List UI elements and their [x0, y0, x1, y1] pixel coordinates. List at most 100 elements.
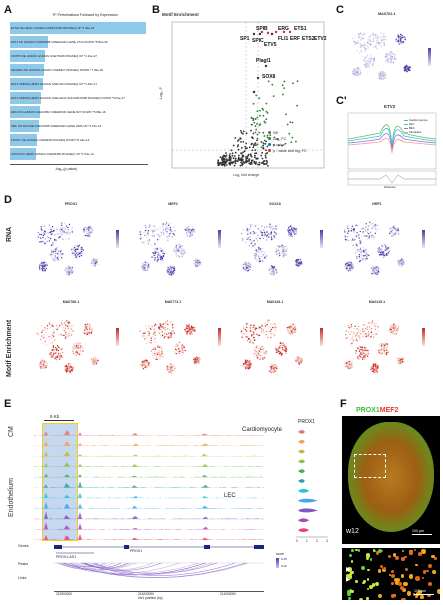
umap-point	[166, 324, 169, 326]
umap-point	[147, 230, 149, 232]
volcano-point	[259, 109, 261, 112]
umap-point	[269, 326, 271, 328]
umap-point	[41, 240, 43, 242]
umap-point	[263, 231, 266, 234]
umap-point	[246, 323, 248, 325]
cell-nucleus	[401, 597, 406, 600]
umap-point	[170, 368, 173, 370]
umap-point	[367, 225, 369, 227]
umap-point	[281, 343, 283, 345]
umap-point	[364, 50, 367, 53]
umap-point	[281, 245, 283, 247]
umap-point	[41, 261, 43, 264]
volcano-points	[217, 80, 299, 167]
umap-point	[140, 237, 143, 239]
umap-point	[277, 249, 280, 252]
umap-point	[193, 230, 195, 232]
umap-point	[56, 348, 58, 350]
volcano-point	[256, 76, 260, 80]
umap-point	[183, 250, 185, 252]
umap-point	[171, 369, 174, 372]
umap-point	[376, 34, 378, 36]
umap-point	[44, 238, 47, 240]
umap-point	[388, 52, 391, 55]
umap-point	[293, 331, 295, 333]
cell-nucleus	[366, 578, 370, 581]
umap-point	[244, 263, 246, 266]
umap-point	[366, 56, 368, 58]
umap-point	[261, 225, 263, 227]
umap-point	[186, 333, 188, 335]
umap-point	[45, 331, 47, 334]
umap-point	[63, 329, 66, 332]
umap-point	[253, 332, 255, 335]
umap-point	[405, 70, 407, 72]
umap-point	[67, 364, 70, 366]
umap-point	[243, 268, 246, 271]
umap-point	[150, 337, 152, 339]
umap-point	[194, 327, 196, 329]
umap-point	[191, 234, 194, 236]
umap-point	[242, 238, 244, 240]
umap-point	[370, 54, 372, 56]
umap-point	[189, 332, 192, 334]
umap-point	[197, 264, 199, 266]
links-label: Links	[18, 576, 27, 580]
legend-text: p-value	[273, 143, 285, 147]
volcano-point	[271, 83, 274, 86]
umap-point	[188, 327, 190, 329]
umap-point	[366, 45, 368, 47]
umap-point	[70, 366, 72, 368]
footprint-legend-entry: Fibroblast	[404, 130, 428, 134]
umap-point	[277, 347, 279, 349]
umap-point	[94, 261, 96, 263]
umap-point	[144, 364, 147, 367]
umap-point	[368, 337, 370, 339]
cell-nucleus	[382, 567, 387, 573]
umap-point	[259, 358, 261, 360]
scale-bar-bottom	[414, 594, 434, 595]
umap-point	[283, 254, 285, 256]
umap-point	[95, 361, 97, 363]
umap-plot	[344, 320, 425, 374]
umap-point	[244, 363, 247, 365]
umap-point	[248, 228, 251, 231]
umap-point	[61, 229, 64, 232]
umap-point	[397, 328, 400, 330]
umap-point	[264, 325, 267, 327]
umap-point	[286, 349, 288, 352]
umap-point	[242, 327, 245, 329]
umap-point	[274, 367, 276, 369]
cell-nucleus	[418, 552, 422, 556]
umap-point	[77, 342, 79, 344]
cell-nucleus	[394, 555, 400, 560]
legend-swatch	[268, 149, 271, 152]
umap-point	[250, 226, 252, 228]
umap-point	[370, 367, 372, 369]
umap-point	[160, 234, 162, 236]
umap-point	[362, 258, 364, 261]
umap-point	[158, 350, 160, 352]
umap-point	[69, 232, 71, 234]
volcano-point	[272, 144, 275, 146]
umap-point	[76, 343, 78, 345]
umap-point	[156, 353, 159, 356]
umap-point	[275, 228, 277, 230]
umap-point	[355, 338, 358, 340]
umap-point	[56, 327, 59, 329]
umap-point	[398, 362, 400, 364]
panel-a-xaxis	[10, 164, 148, 165]
bar-label: ASXM KD HEMS HUMAN GSE36350 RNASEQ UP *1…	[11, 152, 94, 156]
volcano-xlabel: Log₂ fold change	[233, 173, 259, 177]
panel-e-label: E	[4, 398, 12, 410]
umap-point	[363, 325, 365, 327]
umap-point	[271, 273, 273, 275]
umap-grid: PROX1 MEF2 SOX18 NRF1 MA0786.1 MA0773.1 MA0143…	[26, 202, 436, 392]
umap-point	[160, 323, 162, 326]
cell-nucleus	[368, 584, 373, 589]
umap-point	[172, 330, 174, 332]
umap-point	[397, 35, 399, 37]
umap-point	[171, 366, 174, 368]
umap-point	[368, 326, 371, 328]
violin	[298, 508, 318, 513]
